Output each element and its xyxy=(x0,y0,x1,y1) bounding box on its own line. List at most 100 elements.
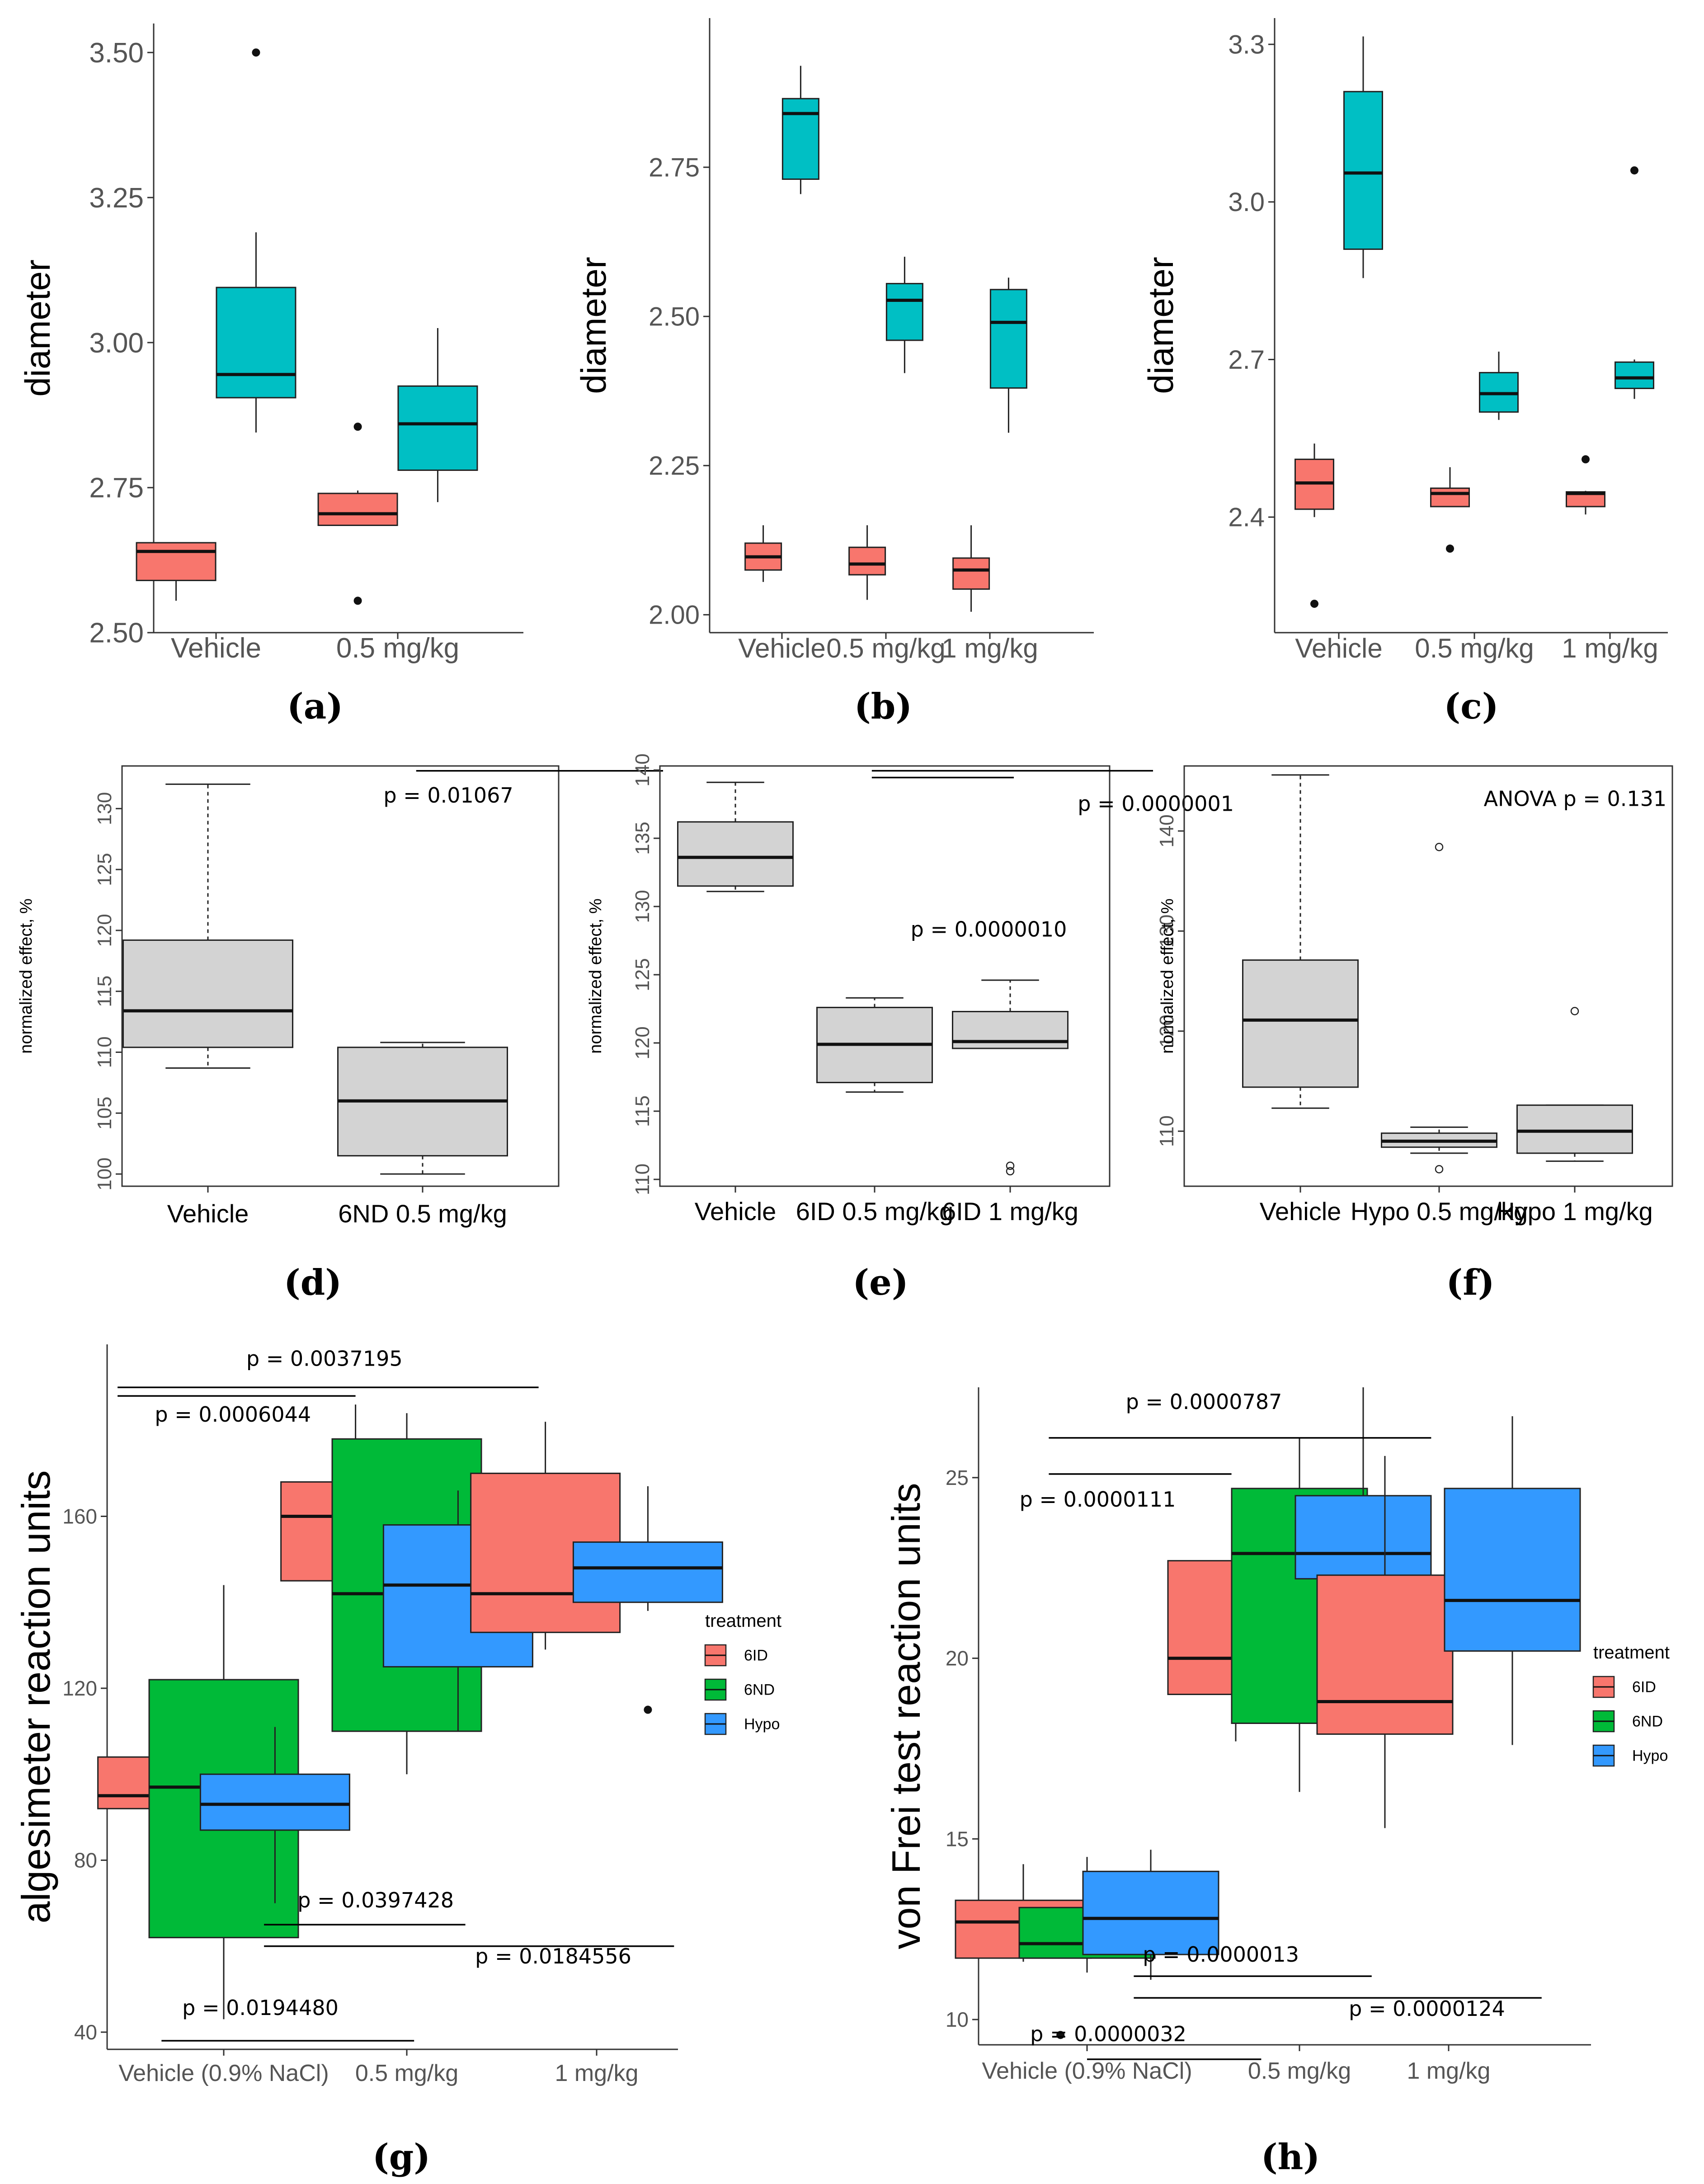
y-tick-label: 110 xyxy=(631,1164,654,1195)
x-tick-label: 1 mg/kg xyxy=(1562,633,1658,663)
x-tick-label: Vehicle xyxy=(1295,633,1382,663)
y-tick-label: 140 xyxy=(631,753,654,786)
x-tick-label: Vehicle xyxy=(695,1197,777,1226)
legend-item-label: Hypo xyxy=(1632,1747,1668,1765)
box-blue xyxy=(572,1486,723,1714)
y-axis-title: normalized effect, % xyxy=(17,898,36,1054)
box-teal xyxy=(216,48,297,433)
box-red xyxy=(470,1422,621,1650)
legend: treatment 6ID 6ND Hypo xyxy=(1592,1643,1670,1767)
box-teal xyxy=(1479,352,1519,420)
x-tick-label: Vehicle xyxy=(171,633,261,664)
box-red xyxy=(952,525,990,612)
box-red xyxy=(1566,455,1605,515)
outlier-point xyxy=(1006,1161,1015,1170)
box-teal xyxy=(1615,166,1654,399)
box-red xyxy=(1316,1456,1454,1828)
x-tick-label: Vehicle (0.9% NaCl) xyxy=(118,2060,329,2086)
box-body xyxy=(1615,361,1654,389)
box-blue xyxy=(1294,1387,1432,1710)
y-tick-label: 3.50 xyxy=(89,38,144,69)
y-tick-label: 3.3 xyxy=(1228,30,1265,59)
panel-c: 2.4 2.7 3.0 3.3 Vehicle 0.5 mg/kg 1 mg/kg diame… xyxy=(1141,18,1668,727)
box-body xyxy=(952,557,990,590)
box-red xyxy=(1294,443,1334,608)
x-tick-label: Vehicle xyxy=(1260,1197,1342,1226)
x-tick-label: 6ID 0.5 mg/kg xyxy=(796,1197,954,1226)
box-red xyxy=(1430,467,1470,553)
box-grey xyxy=(337,1042,508,1175)
y-tick-label: 140 xyxy=(1156,814,1178,847)
outlier-point xyxy=(1435,843,1444,851)
p-value-label: p = 0.0397428 xyxy=(297,1888,454,1912)
box-red xyxy=(136,542,217,601)
panel-label: (a) xyxy=(287,686,343,727)
y-axis-title: diameter xyxy=(18,259,57,396)
p-value-label: p = 0.0000787 xyxy=(1126,1390,1282,1414)
y-axis-title: von Frei test reaction units xyxy=(884,1483,928,1949)
y-tick-label: 105 xyxy=(94,1097,116,1130)
y-tick-label: 130 xyxy=(631,890,654,923)
x-tick-label: 0.5 mg/kg xyxy=(826,633,945,663)
p-value-label: p = 0.0006044 xyxy=(155,1402,311,1427)
box-blue xyxy=(199,1727,350,1903)
x-tick-label: 6ID 1 mg/kg xyxy=(942,1197,1078,1226)
box-body xyxy=(136,542,217,581)
outlier-point xyxy=(1446,545,1454,553)
y-tick-label: 120 xyxy=(631,1026,654,1059)
y-axis-title: normalized effect, % xyxy=(586,898,605,1054)
box-body xyxy=(781,98,819,180)
y-tick-label: 115 xyxy=(94,976,116,1007)
outlier-point xyxy=(1630,166,1638,175)
box-body xyxy=(1516,1104,1633,1154)
y-tick-label: 115 xyxy=(631,1095,654,1127)
outlier-point xyxy=(353,423,362,431)
p-value-label: p = 0.0000010 xyxy=(911,917,1067,941)
y-tick-label: 10 xyxy=(946,2008,969,2031)
y-tick-label: 130 xyxy=(1156,915,1178,948)
box-body xyxy=(1082,1870,1219,1955)
outlier-point xyxy=(1570,1007,1579,1015)
x-tick-label: 0.5 mg/kg xyxy=(336,633,459,664)
box-body xyxy=(199,1773,350,1831)
x-tick-label: Hypo 0.5 mg/kg xyxy=(1351,1197,1528,1226)
outlier-point xyxy=(252,48,260,57)
x-tick-label: Vehicle xyxy=(738,633,825,663)
panel-a: 2.50 2.75 3.00 3.25 3.50 Vehicle 0.5 mg/kg diam… xyxy=(18,23,523,727)
y-tick-label: 3.25 xyxy=(89,183,144,214)
p-value-label: p = 0.0000001 xyxy=(1078,792,1234,816)
box-body xyxy=(848,546,886,576)
box-red xyxy=(744,525,782,582)
box-teal xyxy=(397,328,478,503)
y-tick-label: 20 xyxy=(946,1647,969,1670)
p-value-label: ANOVA p = 0.131 xyxy=(1484,787,1667,811)
outlier-point xyxy=(1435,1165,1444,1174)
box-body xyxy=(677,821,794,887)
y-tick-label: 160 xyxy=(62,1505,97,1528)
y-axis-title: diameter xyxy=(1141,257,1181,394)
box-body xyxy=(397,385,478,471)
box-body xyxy=(122,939,293,1048)
outlier-point xyxy=(353,596,362,605)
y-tick-label: 2.50 xyxy=(649,302,700,331)
p-value-label: p = 0.0000124 xyxy=(1349,1996,1505,2021)
panel-g: 40 80 120 160 Vehicle (0.9% NaCl) 0.5 mg/kg 1 … xyxy=(14,1344,781,2178)
panel-label: (e) xyxy=(852,1262,908,1303)
outlier-point xyxy=(644,1705,652,1714)
x-tick-label: 1 mg/kg xyxy=(555,2060,639,2086)
y-tick-label: 120 xyxy=(94,914,116,947)
panel-label: (g) xyxy=(372,2137,430,2178)
outlier-point xyxy=(1582,455,1590,464)
y-tick-label: 120 xyxy=(1156,1015,1178,1047)
x-tick-label: 1 mg/kg xyxy=(1407,2058,1491,2084)
y-tick-label: 15 xyxy=(946,1827,969,1851)
panel-e: 110 115 120 125 130 135 140 Vehicle 6ID 0.5 mg/k… xyxy=(586,753,1234,1303)
y-tick-label: 125 xyxy=(94,853,116,886)
box-blue xyxy=(1082,1850,1219,1980)
y-tick-label: 2.75 xyxy=(649,153,700,182)
panel-b: 2.00 2.25 2.50 2.75 Vehicle 0.5 mg/kg1 mg/kg d… xyxy=(574,18,1094,727)
legend-item-label: 6ND xyxy=(1632,1713,1663,1730)
box-body xyxy=(1316,1574,1454,1735)
panel-d: 100 105 110 115 120 125 130 Vehicle 6ND 0.5 mg/k… xyxy=(17,765,663,1303)
box-teal xyxy=(885,257,923,373)
